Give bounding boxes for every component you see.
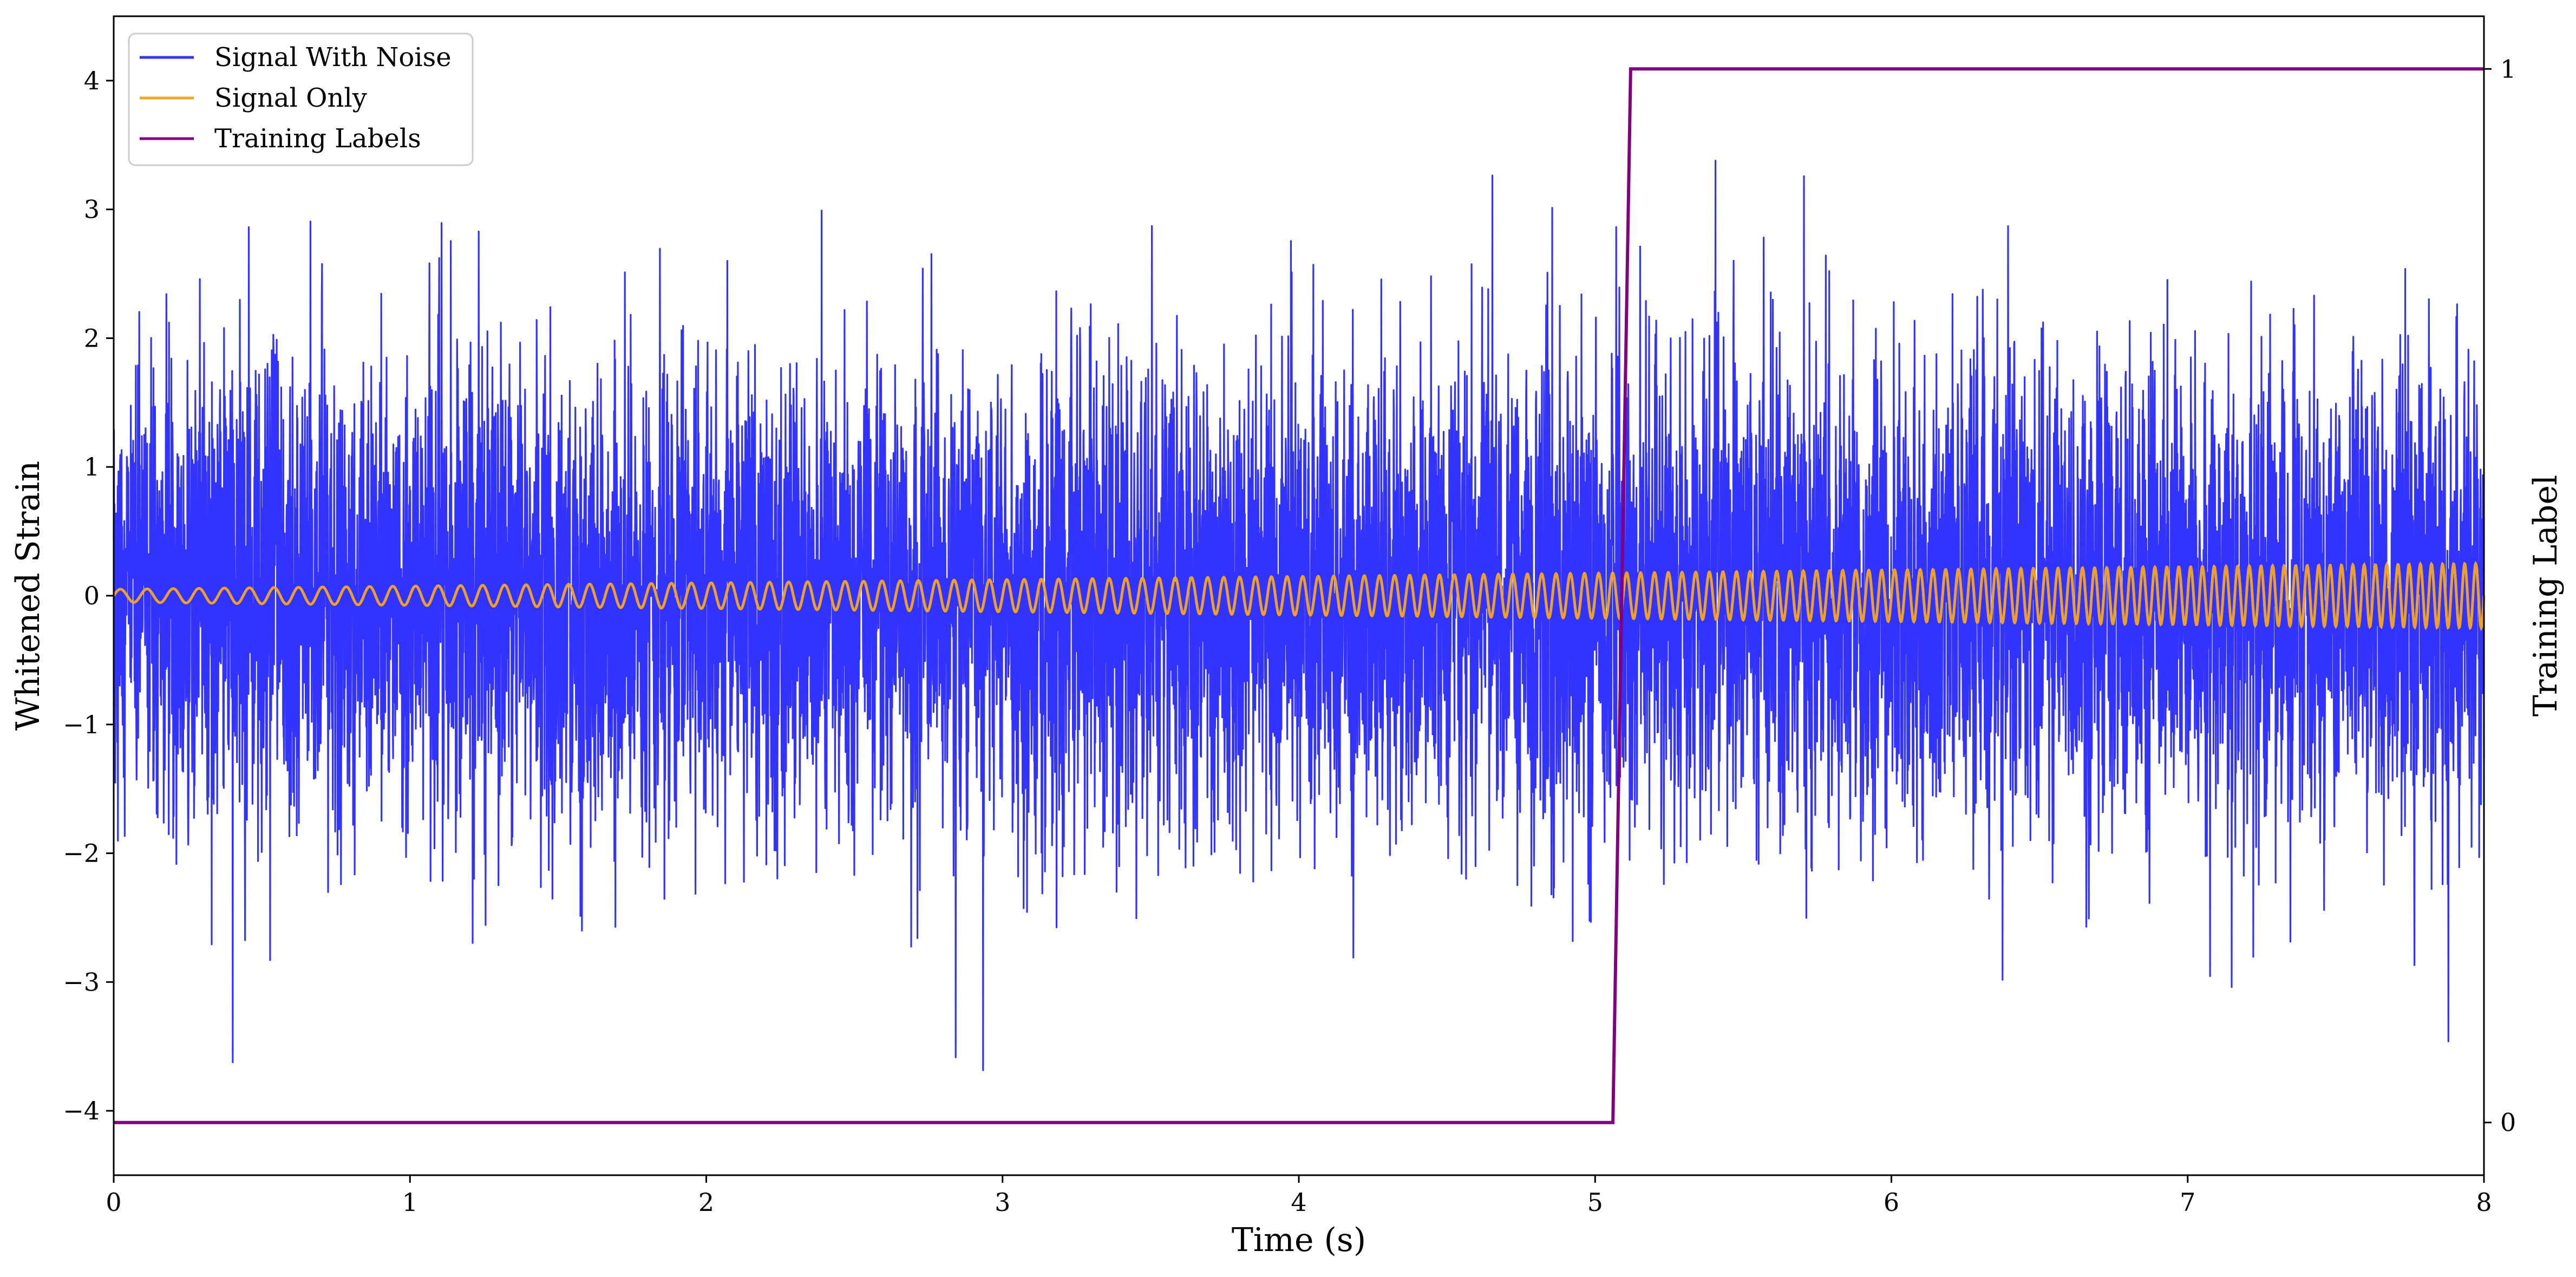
legend: Signal With Noise Signal Only Training L…	[128, 32, 474, 166]
y-axis-title: Whitened Strain	[9, 461, 47, 731]
legend-label-training-labels: Training Labels	[214, 123, 421, 154]
series-training-labels-line	[114, 67, 2484, 1124]
x-tick-label: 1	[402, 1188, 418, 1217]
x-tick-label: 0	[106, 1188, 121, 1217]
x-tick-label: 5	[1587, 1188, 1603, 1217]
x-tick-label: 2	[698, 1188, 714, 1217]
series-signal-only-line	[112, 561, 2486, 631]
y-tick-label: 0	[84, 581, 100, 610]
y2-tick-label: 1	[2500, 54, 2516, 83]
legend-label-signal-with-noise: Signal With Noise	[214, 42, 452, 73]
y-axis-right: 01	[2484, 54, 2516, 1137]
legend-label-signal-only: Signal Only	[214, 83, 367, 113]
series-layer	[112, 67, 2486, 1124]
y2-axis-title: Training Label	[2527, 475, 2565, 716]
x-tick-label: 7	[2180, 1188, 2195, 1217]
y-tick-label: 3	[84, 195, 100, 224]
y-tick-label: −2	[63, 839, 100, 868]
y2-tick-label: 0	[2500, 1108, 2516, 1137]
y-tick-label: 2	[84, 323, 100, 353]
y-axis-left: −4 −3 −2 −1 0 1 2 3 4	[63, 66, 114, 1125]
y-tick-label: −4	[63, 1096, 100, 1125]
x-tick-label: 4	[1291, 1188, 1306, 1217]
series-signal-with-noise-line	[113, 160, 2485, 1071]
y-tick-label: 1	[84, 452, 100, 481]
x-tick-label: 8	[2476, 1188, 2492, 1217]
y-tick-label: −1	[63, 710, 100, 739]
x-tick-label: 3	[995, 1188, 1010, 1217]
x-tick-label: 6	[1884, 1188, 1899, 1217]
y-tick-label: 4	[84, 66, 100, 95]
y-tick-label: −3	[63, 967, 100, 996]
x-axis-title: Time (s)	[1232, 1221, 1366, 1259]
legend-box	[128, 32, 474, 166]
x-axis: 0 1 2 3 4 5 6 7 8	[106, 1175, 2492, 1217]
